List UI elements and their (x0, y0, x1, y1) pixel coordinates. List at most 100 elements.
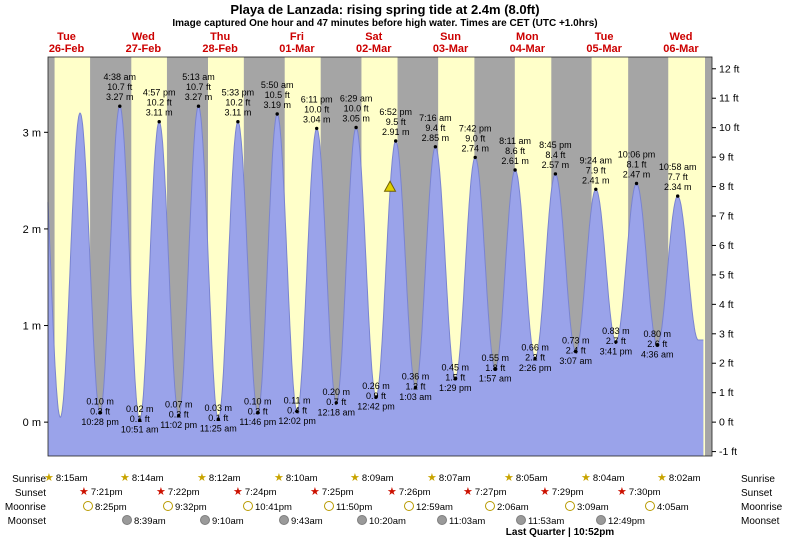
page-title: Playa de Lanzada: rising spring tide at … (230, 2, 540, 17)
svg-text:3:07 am: 3:07 am (559, 356, 592, 366)
svg-text:2.85 m: 2.85 m (422, 133, 450, 143)
moonrise-row: Moonrise 8:25pm 9:32pm 10:41pm 11:50pm 12:59… (0, 501, 793, 515)
moonrise-label-left: Moonrise (4, 502, 46, 513)
sunrise-time: 8:15am (55, 473, 88, 484)
svg-text:2.47 m: 2.47 m (623, 170, 651, 180)
moonset-item: 12:49pm (596, 515, 645, 527)
svg-text:10.0 ft: 10.0 ft (304, 104, 330, 114)
sunset-item: ★ 7:22pm (156, 487, 200, 499)
svg-text:3 ft: 3 ft (719, 328, 734, 340)
svg-text:2.2 ft: 2.2 ft (525, 352, 546, 362)
svg-text:7.9 ft: 7.9 ft (586, 165, 607, 175)
svg-text:3:41 pm: 3:41 pm (600, 347, 633, 357)
moonrise-time: 9:32pm (175, 502, 207, 513)
moonrise-item: 3:09am (565, 501, 609, 513)
svg-text:9:24 am: 9:24 am (580, 155, 613, 165)
sunset-item: ★ 7:27pm (463, 487, 507, 499)
sunset-time: 7:25pm (321, 487, 354, 498)
svg-text:26-Feb: 26-Feb (49, 43, 85, 55)
svg-text:0.03 m: 0.03 m (205, 403, 233, 413)
capture-marker (383, 180, 397, 192)
svg-text:8.4 ft: 8.4 ft (545, 150, 566, 160)
moonset-row: Moonset 8:39am 9:10am 9:43am 10:20am 11:03am… (0, 515, 793, 529)
svg-text:9 ft: 9 ft (719, 152, 734, 164)
sunset-time: 7:26pm (398, 487, 431, 498)
svg-text:1.2 ft: 1.2 ft (405, 381, 426, 391)
sunset-items: ★ 7:21pm ★ 7:22pm ★ 7:24pm ★ 7:25pm ★ 7:26pm ★ 7:27… (0, 487, 793, 501)
svg-text:9.5 ft: 9.5 ft (386, 117, 407, 127)
moonrise-time: 3:09am (577, 502, 609, 513)
svg-text:10.2 ft: 10.2 ft (147, 98, 173, 108)
svg-text:-1 ft: -1 ft (719, 446, 737, 458)
sunset-item: ★ 7:26pm (387, 487, 431, 499)
svg-text:2.34 m: 2.34 m (664, 182, 692, 192)
svg-text:0.10 m: 0.10 m (86, 397, 114, 407)
sunset-time: 7:27pm (474, 487, 507, 498)
svg-text:0.73 m: 0.73 m (562, 336, 590, 346)
svg-text:0.1 ft: 0.1 ft (208, 413, 229, 423)
svg-text:11 ft: 11 ft (719, 93, 739, 105)
sunrise-items: ★ 8:15am ★ 8:14am ★ 8:12am ★ 8:10am ★ 8:09am ★ 8:07… (0, 473, 793, 487)
svg-text:0.66 m: 0.66 m (521, 342, 549, 352)
svg-text:0 m: 0 m (23, 417, 41, 429)
svg-text:Thu: Thu (210, 31, 230, 43)
sunrise-star-icon: ★ (504, 472, 514, 484)
svg-text:01-Mar: 01-Mar (279, 43, 315, 55)
svg-text:3.19 m: 3.19 m (263, 100, 291, 110)
moonset-item: 11:03am (437, 515, 485, 527)
svg-text:10.2 ft: 10.2 ft (225, 98, 251, 108)
svg-text:0.80 m: 0.80 m (644, 329, 672, 339)
svg-text:11:46 pm: 11:46 pm (239, 417, 276, 427)
sunrise-row: Sunrise ★ 8:15am ★ 8:14am ★ 8:12am ★ 8:10am ★ 8:0… (0, 473, 793, 487)
capture-time-marker-icon (383, 180, 397, 192)
svg-text:0.9 ft: 0.9 ft (366, 391, 387, 401)
sunrise-item: ★ 8:14am (120, 472, 164, 485)
svg-text:10 ft: 10 ft (719, 122, 740, 134)
moonrise-moon-icon (83, 501, 93, 511)
svg-text:2 m: 2 m (23, 224, 41, 236)
moonset-item: 9:43am (279, 515, 323, 527)
svg-text:0.4 ft: 0.4 ft (287, 406, 308, 416)
svg-text:3.05 m: 3.05 m (342, 114, 370, 124)
sunrise-time: 8:04am (592, 473, 625, 484)
svg-text:5:33 pm: 5:33 pm (222, 88, 255, 98)
sunrise-item: ★ 8:04am (581, 473, 625, 485)
svg-text:11:25 am: 11:25 am (200, 424, 237, 434)
day-labels: Tue26-FebWed27-FebThu28-FebFri01-MarSat0… (49, 31, 700, 55)
svg-text:2.4 ft: 2.4 ft (566, 346, 587, 356)
svg-text:6:29 am: 6:29 am (340, 94, 373, 104)
page-subtitle: Image captured One hour and 47 minutes b… (172, 18, 598, 29)
svg-text:06-Mar: 06-Mar (663, 43, 699, 55)
svg-text:6 ft: 6 ft (719, 240, 734, 252)
moonrise-item: 2:06am (485, 501, 529, 513)
moonset-time: 8:39am (134, 516, 166, 527)
moonset-items: 8:39am 9:10am 9:43am 10:20am 11:03am 11:53am 1… (0, 515, 793, 529)
svg-text:1.8 ft: 1.8 ft (485, 363, 506, 373)
sunrise-item: ★ 8:15am (44, 473, 88, 485)
svg-text:27-Feb: 27-Feb (126, 43, 162, 55)
moonset-moon-icon (279, 515, 289, 525)
sunset-item: ★ 7:21pm (79, 487, 123, 499)
svg-text:0.02 m: 0.02 m (126, 404, 154, 414)
moonset-moon-icon (516, 515, 526, 525)
sunrise-star-icon: ★ (120, 472, 130, 484)
svg-text:5 ft: 5 ft (719, 269, 734, 281)
svg-text:3.11 m: 3.11 m (146, 108, 173, 118)
moonset-moon-icon (357, 515, 367, 525)
svg-text:0.3 ft: 0.3 ft (90, 407, 111, 417)
svg-text:Mon: Mon (516, 31, 539, 43)
moonset-item: 11:53am (516, 515, 564, 527)
svg-text:10.7 ft: 10.7 ft (186, 82, 212, 92)
moonset-label-left: Moonset (7, 516, 46, 527)
sunrise-time: 8:07am (438, 473, 471, 484)
svg-text:3 m: 3 m (23, 127, 41, 139)
moonrise-item: 9:32pm (163, 501, 207, 513)
sunrise-star-icon: ★ (197, 472, 207, 484)
svg-text:2.91 m: 2.91 m (382, 127, 410, 137)
sunset-time: 7:30pm (628, 487, 661, 498)
svg-text:12:02 pm: 12:02 pm (278, 416, 316, 426)
moonrise-time: 4:05am (657, 502, 689, 513)
sunrise-label-left: Sunrise (12, 474, 46, 485)
